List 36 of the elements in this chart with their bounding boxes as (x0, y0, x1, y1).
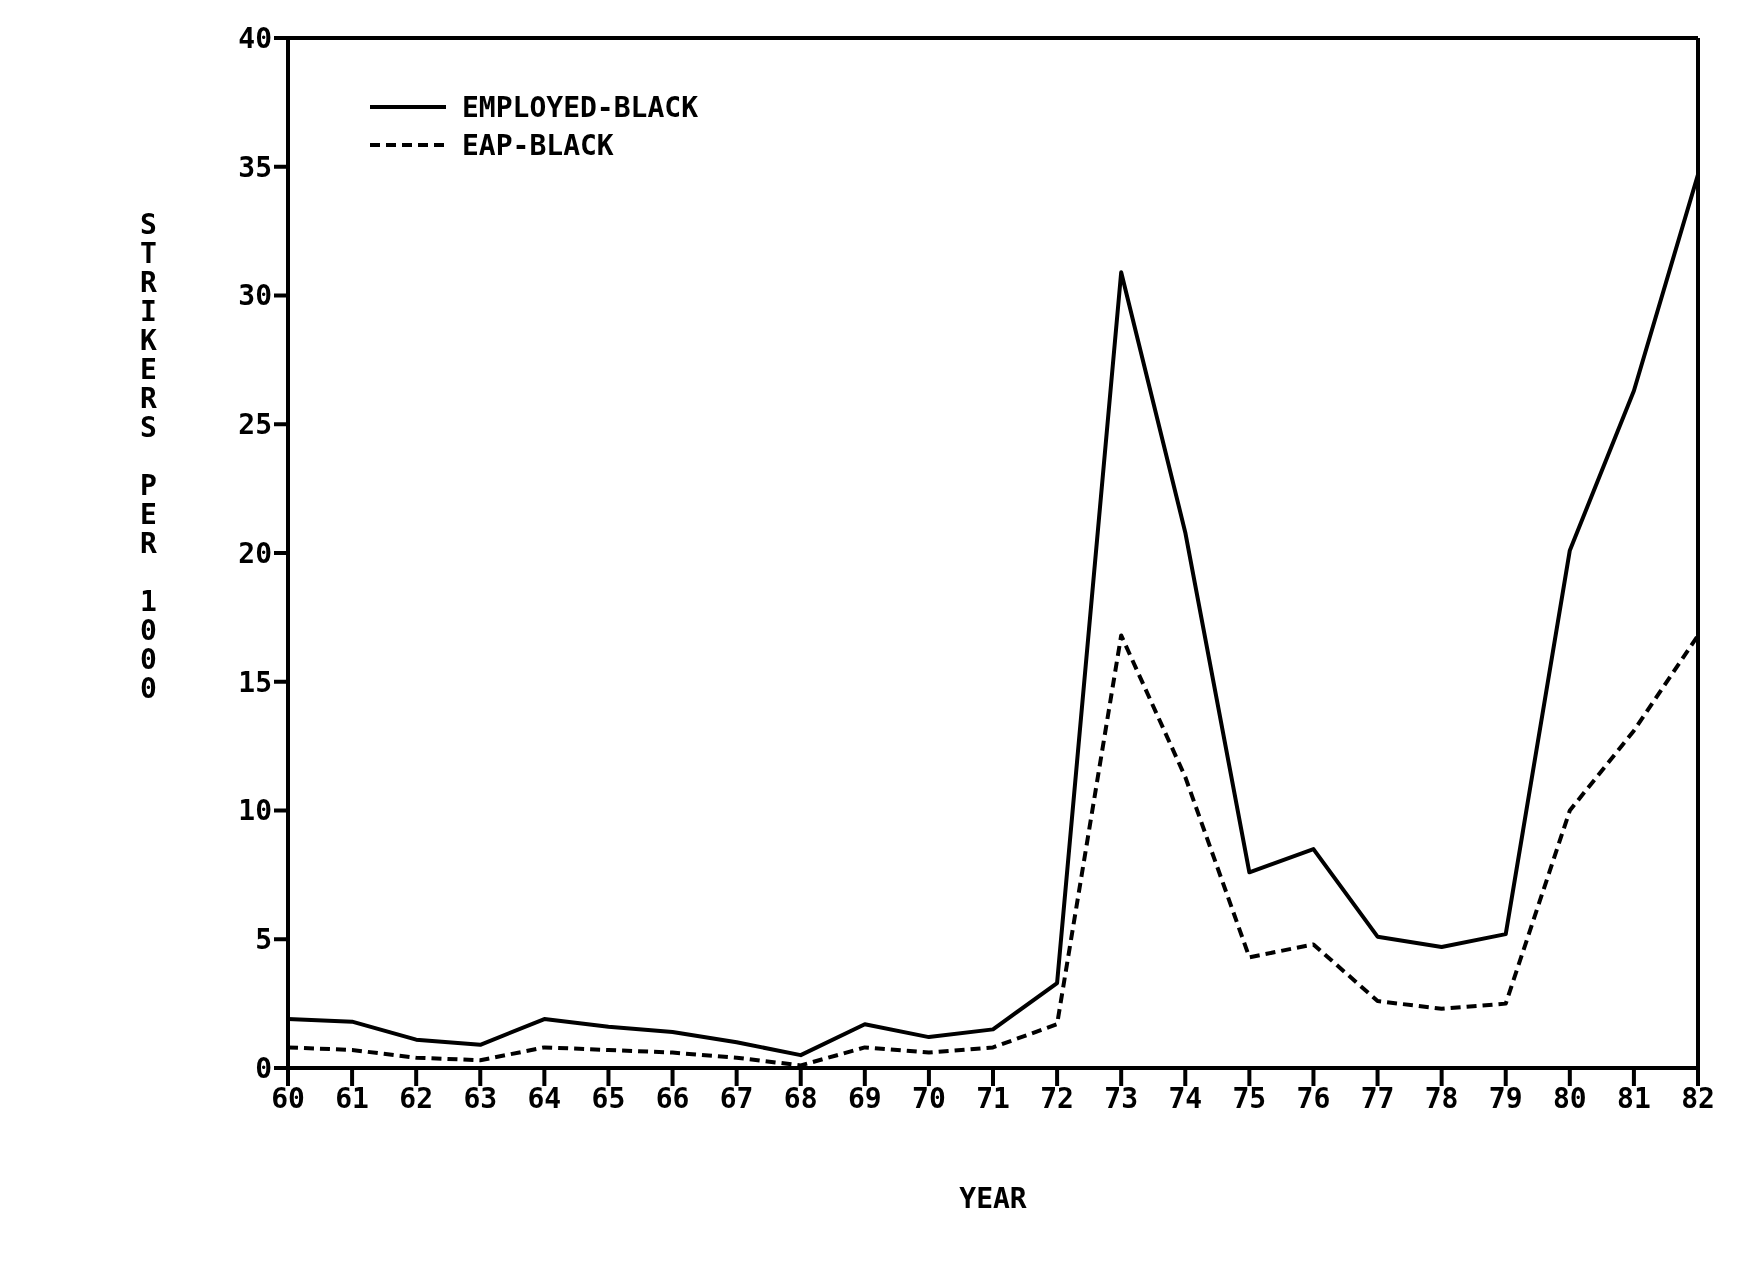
x-tick-label: 68 (783, 1081, 818, 1115)
x-tick-label: 72 (1040, 1081, 1074, 1115)
x-tick-label: 74 (1168, 1081, 1203, 1115)
x-tick-label: 82 (1681, 1081, 1715, 1115)
x-tick-label: 71 (976, 1081, 1010, 1115)
y-tick-label: 35 (238, 150, 272, 184)
x-tick-label: 60 (271, 1081, 305, 1115)
legend-label: EAP-BLACK (462, 128, 614, 162)
x-tick-label: 62 (399, 1081, 434, 1115)
x-tick-label: 61 (335, 1081, 369, 1115)
y-tick-label: 25 (238, 408, 272, 442)
x-axis-title: YEAR (959, 1182, 1027, 1215)
x-tick-label: 78 (1424, 1081, 1459, 1115)
legend-label: EMPLOYED-BLACK (462, 90, 699, 124)
x-tick-label: 75 (1232, 1081, 1267, 1115)
x-tick-label: 76 (1296, 1081, 1331, 1115)
x-tick-label: 73 (1104, 1081, 1139, 1115)
x-tick-label: 66 (655, 1081, 690, 1115)
y-tick-label: 40 (238, 21, 272, 55)
x-tick-label: 70 (912, 1081, 946, 1115)
y-tick-label: 30 (238, 279, 272, 313)
x-tick-label: 69 (847, 1081, 882, 1115)
x-tick-label: 81 (1617, 1081, 1651, 1115)
x-tick-label: 63 (463, 1081, 498, 1115)
y-axis-title: STRIKERS PER 1000 (131, 208, 166, 703)
x-tick-label: 77 (1360, 1081, 1395, 1115)
x-tick-label: 65 (591, 1081, 626, 1115)
y-tick-label: 5 (255, 923, 272, 957)
y-tick-label: 20 (238, 536, 272, 570)
x-tick-label: 67 (719, 1081, 754, 1115)
x-tick-label: 64 (527, 1081, 562, 1115)
y-tick-label: 10 (238, 794, 272, 828)
x-tick-label: 80 (1552, 1081, 1587, 1115)
x-tick-label: 79 (1488, 1081, 1523, 1115)
y-tick-label: 15 (238, 665, 272, 699)
y-tick-label: 0 (255, 1051, 272, 1085)
